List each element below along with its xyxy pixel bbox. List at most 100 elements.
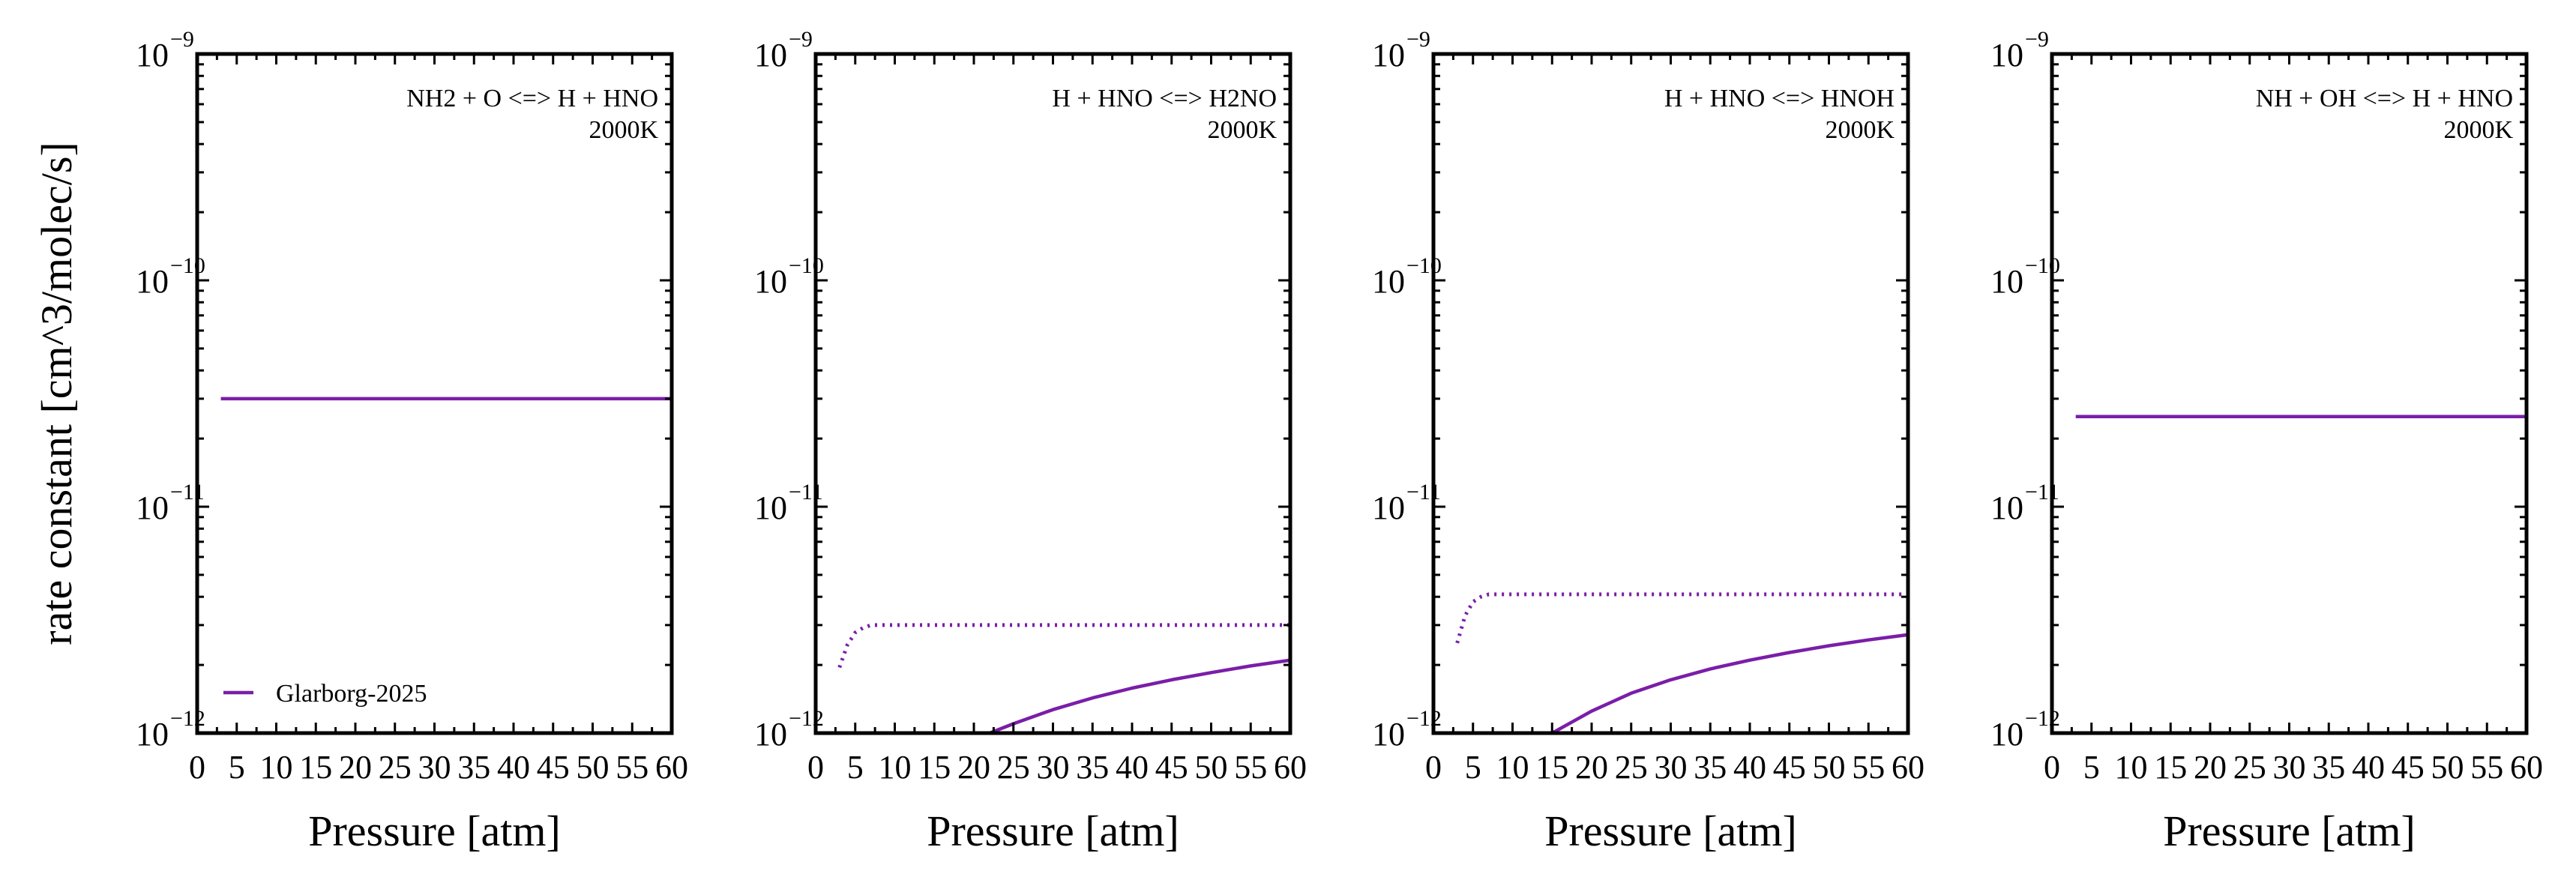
y-tick-exponent: −12 (2025, 706, 2060, 731)
y-tick-label: 10 (1372, 489, 1405, 526)
x-tick-label: 15 (2154, 749, 2187, 786)
x-axis-label: Pressure [atm] (2163, 807, 2416, 855)
y-tick-exponent: −10 (789, 253, 824, 278)
x-tick-label: 35 (2312, 749, 2345, 786)
y-tick-label: 10 (754, 37, 787, 73)
x-tick-label: 35 (457, 749, 490, 786)
y-tick-label: 10 (136, 716, 169, 753)
series-line-1-solid (989, 658, 1290, 733)
x-tick-label: 0 (1425, 749, 1442, 786)
x-tick-label: 60 (1892, 749, 1925, 786)
plot-frame (813, 52, 1292, 735)
y-tick-label: 10 (1990, 489, 2023, 526)
y-tick-label: 10 (136, 37, 169, 73)
x-tick-label: 40 (1733, 749, 1766, 786)
series-line-2-dotted (1455, 592, 1908, 644)
x-tick-label: 55 (616, 749, 648, 786)
x-tick-label: 50 (577, 749, 610, 786)
y-tick-label: 10 (1990, 263, 2023, 300)
y-tick-label: 10 (754, 263, 787, 300)
x-tick-label: 5 (2083, 749, 2100, 786)
x-tick-label: 20 (957, 749, 990, 786)
x-tick-label: 15 (918, 749, 951, 786)
reaction-annotation-line: NH + OH <=> H + HNO (2256, 85, 2513, 112)
y-tick-label: 10 (136, 489, 169, 526)
x-tick-label: 25 (2233, 749, 2266, 786)
x-tick-label: 30 (418, 749, 451, 786)
x-axis-label: Pressure [atm] (1544, 807, 1797, 855)
y-tick-exponent: −10 (1406, 253, 1442, 278)
x-tick-label: 40 (2352, 749, 2385, 786)
y-tick-exponent: −11 (1406, 480, 1441, 504)
x-tick-label: 30 (1037, 749, 1070, 786)
y-tick-exponent: −9 (2025, 27, 2049, 52)
y-tick-label: 10 (754, 489, 787, 526)
x-tick-label: 60 (1274, 749, 1307, 786)
y-tick-label: 10 (1990, 37, 2023, 73)
x-tick-label: 10 (260, 749, 293, 786)
series-line-2-dotted (837, 623, 1290, 669)
y-tick-label: 10 (1372, 37, 1405, 73)
x-tick-label: 0 (807, 749, 824, 786)
x-tick-label: 15 (1535, 749, 1568, 786)
x-tick-label: 50 (1813, 749, 1846, 786)
x-tick-label: 45 (537, 749, 570, 786)
x-tick-label: 50 (2431, 749, 2464, 786)
x-tick-label: 30 (1655, 749, 1688, 786)
y-tick-exponent: −11 (170, 480, 205, 504)
series-line-1-solid (1551, 633, 1908, 733)
reaction-annotation-line: H + HNO <=> HNOH (1664, 85, 1895, 112)
y-tick-exponent: −9 (1406, 27, 1430, 52)
y-axis-label: rate constant [cm^3/molec/s] (32, 142, 81, 645)
y-tick-exponent: −11 (2025, 480, 2059, 504)
y-tick-label: 10 (136, 263, 169, 300)
legend: Glarborg-2025 (223, 680, 427, 708)
x-tick-label: 60 (655, 749, 688, 786)
y-tick-exponent: −9 (170, 27, 194, 52)
x-tick-label: 20 (339, 749, 372, 786)
x-tick-label: 5 (1465, 749, 1481, 786)
x-tick-label: 55 (1852, 749, 1885, 786)
y-tick-exponent: −12 (789, 706, 824, 731)
x-tick-label: 35 (1694, 749, 1727, 786)
x-tick-label: 40 (1116, 749, 1149, 786)
plot-frame (2050, 52, 2529, 735)
x-tick-label: 0 (2044, 749, 2060, 786)
x-tick-label: 20 (1575, 749, 1608, 786)
x-tick-label: 50 (1195, 749, 1228, 786)
x-tick-label: 40 (497, 749, 530, 786)
x-tick-label: 10 (1496, 749, 1529, 786)
reaction-annotation-line: 2000K (2443, 116, 2513, 144)
x-tick-label: 45 (1155, 749, 1188, 786)
y-tick-label: 10 (1372, 263, 1405, 300)
x-tick-label: 5 (229, 749, 245, 786)
x-axis-label: Pressure [atm] (927, 807, 1179, 855)
y-tick-label: 10 (1372, 716, 1405, 753)
x-tick-label: 55 (1234, 749, 1267, 786)
x-tick-label: 60 (2510, 749, 2543, 786)
x-tick-label: 10 (879, 749, 912, 786)
x-tick-label: 25 (379, 749, 412, 786)
y-tick-exponent: −10 (170, 253, 205, 278)
y-tick-exponent: −9 (789, 27, 813, 52)
x-tick-label: 20 (2194, 749, 2227, 786)
y-tick-exponent: −10 (2025, 253, 2060, 278)
y-tick-exponent: −12 (1406, 706, 1442, 731)
x-tick-label: 45 (2392, 749, 2425, 786)
legend-label: Glarborg-2025 (276, 680, 427, 708)
y-tick-exponent: −12 (170, 706, 205, 731)
reaction-annotation-line: 2000K (1825, 116, 1895, 144)
x-tick-label: 35 (1076, 749, 1109, 786)
x-tick-label: 45 (1773, 749, 1806, 786)
y-tick-label: 10 (1990, 716, 2023, 753)
x-tick-label: 25 (997, 749, 1030, 786)
x-tick-label: 55 (2470, 749, 2503, 786)
reaction-annotation-line: H + HNO <=> H2NO (1052, 85, 1277, 112)
y-tick-label: 10 (754, 716, 787, 753)
x-tick-label: 25 (1615, 749, 1648, 786)
